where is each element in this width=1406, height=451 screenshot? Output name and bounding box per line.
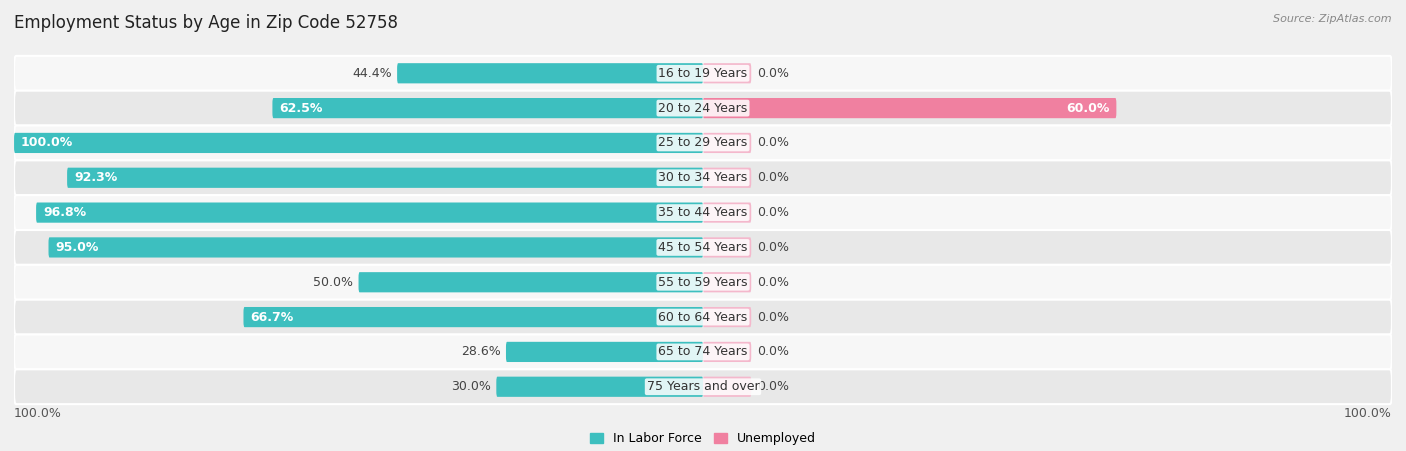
FancyBboxPatch shape [703,202,751,223]
FancyBboxPatch shape [273,98,703,118]
Text: 44.4%: 44.4% [352,67,392,80]
FancyBboxPatch shape [359,272,703,292]
FancyBboxPatch shape [14,230,1392,265]
FancyBboxPatch shape [14,299,1392,335]
FancyBboxPatch shape [243,307,703,327]
Text: 95.0%: 95.0% [55,241,98,254]
Text: 100.0%: 100.0% [1344,407,1392,420]
Text: 50.0%: 50.0% [314,276,353,289]
Text: 35 to 44 Years: 35 to 44 Years [658,206,748,219]
FancyBboxPatch shape [703,63,751,83]
Text: 96.8%: 96.8% [44,206,86,219]
FancyBboxPatch shape [703,377,751,397]
Text: 75 Years and over: 75 Years and over [647,380,759,393]
FancyBboxPatch shape [703,168,751,188]
FancyBboxPatch shape [703,237,751,258]
Text: 60 to 64 Years: 60 to 64 Years [658,311,748,323]
FancyBboxPatch shape [14,335,1392,369]
FancyBboxPatch shape [506,342,703,362]
Text: 62.5%: 62.5% [280,101,322,115]
FancyBboxPatch shape [14,125,1392,161]
FancyBboxPatch shape [14,195,1392,230]
FancyBboxPatch shape [67,168,703,188]
FancyBboxPatch shape [37,202,703,223]
Text: 60.0%: 60.0% [1066,101,1109,115]
Text: 28.6%: 28.6% [461,345,501,359]
Text: 0.0%: 0.0% [756,380,789,393]
FancyBboxPatch shape [496,377,703,397]
Legend: In Labor Force, Unemployed: In Labor Force, Unemployed [591,433,815,446]
Text: 0.0%: 0.0% [756,241,789,254]
Text: 100.0%: 100.0% [21,137,73,149]
FancyBboxPatch shape [703,342,751,362]
Text: 92.3%: 92.3% [75,171,117,184]
Text: 25 to 29 Years: 25 to 29 Years [658,137,748,149]
Text: 45 to 54 Years: 45 to 54 Years [658,241,748,254]
Text: Source: ZipAtlas.com: Source: ZipAtlas.com [1274,14,1392,23]
Text: 20 to 24 Years: 20 to 24 Years [658,101,748,115]
FancyBboxPatch shape [703,272,751,292]
FancyBboxPatch shape [14,265,1392,299]
FancyBboxPatch shape [14,56,1392,91]
Text: 0.0%: 0.0% [756,137,789,149]
Text: 0.0%: 0.0% [756,311,789,323]
Text: 30.0%: 30.0% [451,380,491,393]
Text: 0.0%: 0.0% [756,171,789,184]
Text: Employment Status by Age in Zip Code 52758: Employment Status by Age in Zip Code 527… [14,14,398,32]
Text: 0.0%: 0.0% [756,206,789,219]
Text: 55 to 59 Years: 55 to 59 Years [658,276,748,289]
FancyBboxPatch shape [14,369,1392,404]
Text: 65 to 74 Years: 65 to 74 Years [658,345,748,359]
Text: 0.0%: 0.0% [756,345,789,359]
FancyBboxPatch shape [396,63,703,83]
FancyBboxPatch shape [703,307,751,327]
Text: 30 to 34 Years: 30 to 34 Years [658,171,748,184]
FancyBboxPatch shape [48,237,703,258]
Text: 0.0%: 0.0% [756,276,789,289]
Text: 66.7%: 66.7% [250,311,294,323]
FancyBboxPatch shape [14,161,1392,195]
Text: 100.0%: 100.0% [14,407,62,420]
FancyBboxPatch shape [703,98,1116,118]
FancyBboxPatch shape [703,133,751,153]
Text: 0.0%: 0.0% [756,67,789,80]
FancyBboxPatch shape [14,133,703,153]
FancyBboxPatch shape [14,91,1392,125]
Text: 16 to 19 Years: 16 to 19 Years [658,67,748,80]
